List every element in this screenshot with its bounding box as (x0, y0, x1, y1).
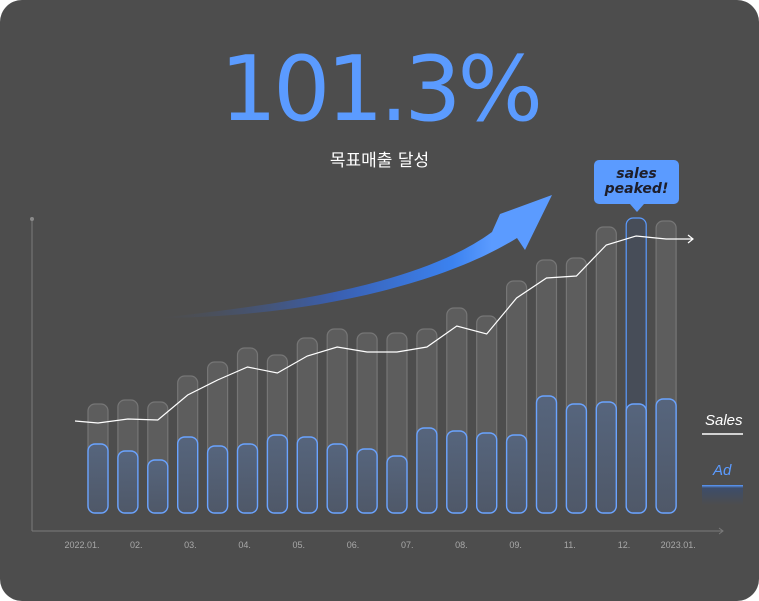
ad-bar (505, 434, 528, 514)
sales-peaked-callout: sales peaked! (594, 160, 679, 212)
legend-ad-label: Ad (713, 462, 732, 479)
ad-bar (236, 443, 259, 514)
ad-bar (565, 403, 588, 514)
ad-bar (595, 401, 617, 514)
ad-bar (296, 436, 318, 514)
ad-bar (147, 459, 169, 514)
legend-ad-swatch (702, 485, 743, 505)
achievement-percentage: 101.3% (219, 37, 543, 142)
x-tick-label: 02. (130, 540, 143, 550)
x-tick-label: 2022.01. (64, 540, 99, 550)
x-tick-label: 06. (347, 540, 360, 550)
growth-arrow-icon (158, 195, 552, 318)
ad-bar (476, 432, 498, 514)
x-tick-label: 07. (401, 540, 414, 550)
x-tick-label: 03. (184, 540, 197, 550)
legend-sales-label: Sales (705, 412, 743, 429)
sales-trend-line (74, 235, 693, 424)
x-tick-label: 04. (238, 540, 251, 550)
x-tick-label: 2023.01. (661, 540, 696, 550)
ad-bar (117, 450, 139, 514)
ad-bar (446, 430, 468, 514)
ad-bar (356, 448, 378, 514)
ad-bar (535, 395, 558, 514)
ad-bar (266, 434, 289, 514)
x-tick-label: 09. (509, 540, 522, 550)
achievement-caption: 목표매출 달성 (329, 151, 430, 171)
callout-line-2: peaked! (604, 181, 669, 197)
x-tick-label: 12. (618, 540, 631, 550)
ad-bar (416, 427, 438, 514)
x-tick-label: 08. (455, 540, 468, 550)
ad-bar (176, 436, 199, 514)
ad-bar (386, 455, 408, 514)
x-axis-arrow-icon (718, 527, 724, 535)
x-tick-label: 05. (293, 540, 306, 550)
x-tick-label: 11. (564, 540, 576, 550)
ad-bar (326, 443, 348, 514)
ad-bar (206, 445, 229, 514)
callout-line-1: sales (616, 166, 657, 182)
ad-bar (625, 403, 647, 514)
y-axis-cap (30, 217, 34, 221)
trend-arrow-icon (687, 234, 694, 244)
ad-bar (87, 443, 109, 514)
ad-bar (655, 398, 677, 514)
